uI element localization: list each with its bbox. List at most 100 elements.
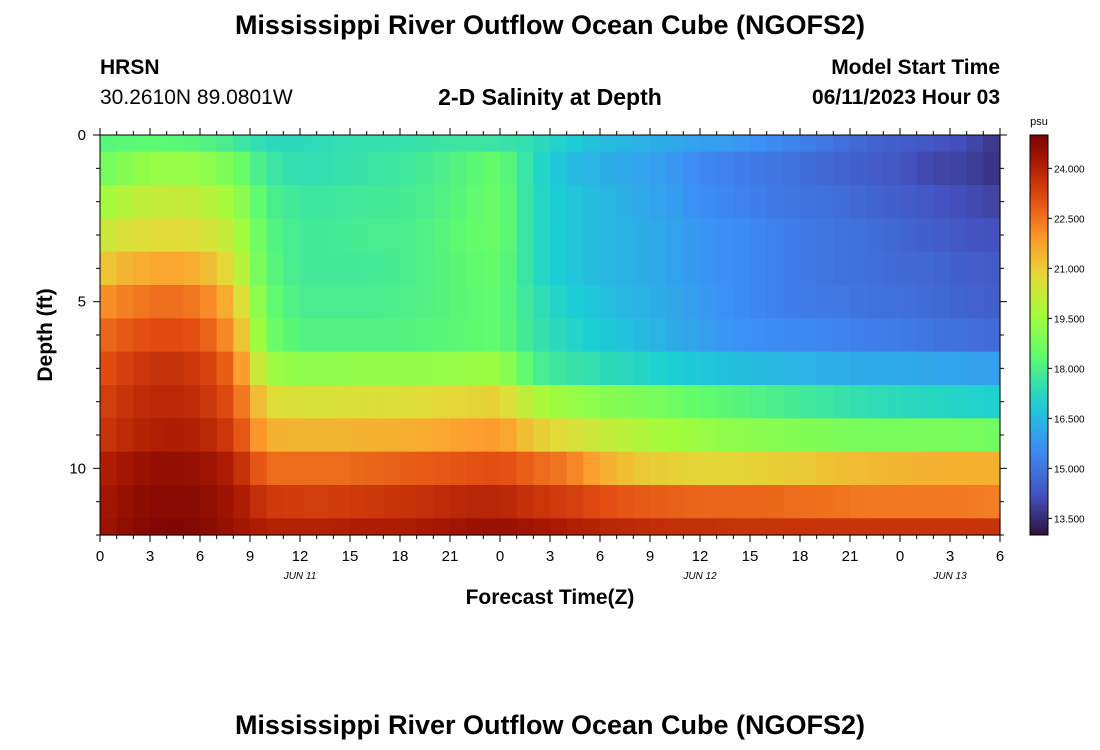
heatmap-cell (916, 151, 934, 186)
heatmap-cell (983, 451, 1001, 486)
heatmap-cell (250, 151, 268, 186)
heatmap-cell (183, 385, 201, 419)
colorbar-unit-label: psu (1030, 116, 1048, 128)
heatmap-cell (150, 385, 168, 419)
heatmap-cell (500, 485, 518, 519)
heatmap-cell (750, 218, 768, 253)
heatmap-cell (466, 151, 484, 186)
heatmap-cell (766, 285, 784, 319)
heatmap-cell (850, 451, 868, 486)
heatmap-cell (150, 318, 168, 353)
heatmap-cell (800, 451, 818, 486)
heatmap-cell (950, 518, 968, 536)
heatmap-cell (283, 251, 301, 286)
heatmap-cell (633, 318, 651, 353)
heatmap-cell (166, 135, 184, 153)
heatmap-cell (566, 485, 584, 519)
heatmap-cell (233, 251, 251, 286)
heatmap-cell (900, 318, 918, 353)
heatmap-cell (300, 385, 318, 419)
heatmap-cell (766, 185, 784, 219)
heatmap-cell (800, 151, 818, 186)
heatmap-cell (900, 285, 918, 319)
heatmap-cell (350, 351, 368, 386)
heatmap-cell (166, 385, 184, 419)
heatmap-cell (150, 251, 168, 286)
heatmap-cell (600, 251, 618, 286)
heatmap-cell (866, 351, 884, 386)
heatmap-cell (550, 318, 568, 353)
heatmap-cell (266, 451, 284, 486)
heatmap-cell (733, 151, 751, 186)
heatmap-cell (766, 518, 784, 536)
heatmap-cell (550, 151, 568, 186)
heatmap-cell (916, 485, 934, 519)
heatmap-cell (116, 151, 134, 186)
heatmap-cell (650, 351, 668, 386)
heatmap-cell (333, 385, 351, 419)
heatmap-cell (716, 285, 734, 319)
heatmap-cell (816, 351, 834, 386)
heatmap-cell (883, 285, 901, 319)
heatmap-cell (316, 518, 334, 536)
heatmap-cell (100, 218, 118, 253)
colorbar-tick-label: 21.000 (1054, 264, 1085, 275)
heatmap-cell (566, 135, 584, 153)
heatmap-cell (716, 185, 734, 219)
heatmap-cell (366, 285, 384, 319)
heatmap-cell (450, 385, 468, 419)
heatmap-cell (883, 135, 901, 153)
heatmap-cell (116, 418, 134, 453)
heatmap-cell (450, 485, 468, 519)
heatmap-cell (166, 318, 184, 353)
heatmap-cell (300, 351, 318, 386)
heatmap-cell (400, 451, 418, 486)
station-name: HRSN (100, 56, 160, 79)
heatmap-cell (383, 418, 401, 453)
heatmap-cell (600, 318, 618, 353)
heatmap-cell (416, 151, 434, 186)
heatmap-cell (916, 218, 934, 253)
heatmap-cell (733, 185, 751, 219)
heatmap-cell (616, 485, 634, 519)
heatmap-cell (716, 318, 734, 353)
heatmap-cell (533, 251, 551, 286)
heatmap-cell (200, 185, 218, 219)
heatmap-cell (650, 418, 668, 453)
heatmap-cell (266, 135, 284, 153)
heatmap-cell (100, 351, 118, 386)
heatmap-cell (966, 285, 984, 319)
heatmap-cell (933, 135, 951, 153)
heatmap-cell (400, 135, 418, 153)
heatmap-cell (283, 218, 301, 253)
heatmap-cell (583, 351, 601, 386)
heatmap-cell (200, 318, 218, 353)
heatmap-cell (316, 485, 334, 519)
heatmap-cell (633, 135, 651, 153)
heatmap-cell (816, 218, 834, 253)
heatmap-cell (383, 285, 401, 319)
heatmap-cell (666, 385, 684, 419)
heatmap-cell (100, 285, 118, 319)
heatmap-cell (733, 351, 751, 386)
heatmap-cell (833, 351, 851, 386)
heatmap-cell (900, 418, 918, 453)
heatmap-cell (833, 285, 851, 319)
colorbar-tick-label: 18.000 (1054, 364, 1085, 375)
heatmap-cell (650, 135, 668, 153)
heatmap-cell (150, 351, 168, 386)
heatmap-cell (233, 218, 251, 253)
heatmap-cell (416, 351, 434, 386)
heatmap-cell (750, 418, 768, 453)
heatmap-cell (216, 518, 234, 536)
heatmap-cell (400, 418, 418, 453)
heatmap-cell (233, 385, 251, 419)
heatmap-cell (866, 251, 884, 286)
page-title: Mississippi River Outflow Ocean Cube (NG… (234, 10, 866, 40)
heatmap-cell (250, 485, 268, 519)
heatmap-cell (716, 151, 734, 186)
heatmap-cell (433, 318, 451, 353)
heatmap-cell (533, 518, 551, 536)
heatmap-cell (616, 251, 634, 286)
heatmap-cell (500, 318, 518, 353)
